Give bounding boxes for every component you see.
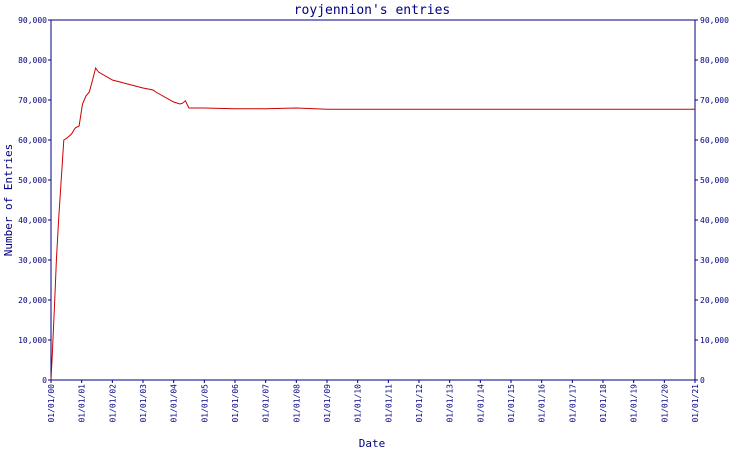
y-tick-label-left: 60,000 <box>18 136 47 145</box>
x-axis-label: Date <box>359 437 386 450</box>
x-axis: 01/01/00 01/01/01 01/01/02 01/01/03 01/01/04… <box>47 380 700 423</box>
y-tick-label-left: 70,000 <box>18 96 47 105</box>
x-tick-label: 01/01/15 <box>507 384 516 423</box>
y-axis-right: 0 10,000 20,000 30,000 40,000 50,000 60,000 70,… <box>695 16 729 385</box>
y-tick-label-left: 50,000 <box>18 176 47 185</box>
y-tick-label-right: 0 <box>700 376 705 385</box>
x-tick-label: 01/01/17 <box>568 384 577 423</box>
y-tick-label-right: 20,000 <box>700 296 729 305</box>
y-tick-label-right: 80,000 <box>700 56 729 65</box>
x-tick-label: 01/01/04 <box>170 384 179 423</box>
x-tick-label: 01/01/18 <box>599 384 608 423</box>
plot-frame <box>50 19 696 381</box>
x-tick-label: 01/01/07 <box>262 384 271 423</box>
x-tick-label: 01/01/05 <box>200 384 209 423</box>
x-tick-label: 01/01/14 <box>476 384 485 423</box>
y-tick-label-right: 40,000 <box>700 216 729 225</box>
y-tick-label-left: 0 <box>42 376 47 385</box>
y-tick-label-right: 30,000 <box>700 256 729 265</box>
y-tick-label-left: 20,000 <box>18 296 47 305</box>
x-tick-label: 01/01/13 <box>446 384 455 423</box>
x-tick-label: 01/01/09 <box>323 384 332 423</box>
y-axis-left: 0 10,000 20,000 30,000 40,000 50,000 60,000 70,… <box>18 16 51 385</box>
x-tick-label: 01/01/11 <box>384 384 393 423</box>
x-tick-label: 01/01/12 <box>415 384 424 423</box>
x-tick-label: 01/01/03 <box>139 384 148 423</box>
x-tick-label: 01/01/20 <box>660 384 669 423</box>
series-line <box>50 66 695 381</box>
y-tick-label-right: 50,000 <box>700 176 729 185</box>
x-tick-label: 01/01/06 <box>231 384 240 423</box>
y-tick-label-right: 60,000 <box>700 136 729 145</box>
y-tick-label-right: 10,000 <box>700 336 729 345</box>
x-tick-label: 01/01/08 <box>292 384 301 423</box>
y-tick-label-right: 90,000 <box>700 16 729 25</box>
y-tick-label-left: 80,000 <box>18 56 47 65</box>
chart-title: royjennion's entries <box>294 3 451 18</box>
y-tick-label-right: 70,000 <box>700 96 729 105</box>
y-tick-label-left: 10,000 <box>18 336 47 345</box>
y-tick-label-left: 30,000 <box>18 256 47 265</box>
y-tick-label-left: 40,000 <box>18 216 47 225</box>
x-tick-label: 01/01/10 <box>354 384 363 423</box>
x-tick-label: 01/01/21 <box>691 384 700 423</box>
x-tick-label: 01/01/00 <box>47 384 56 423</box>
y-tick-label-left: 90,000 <box>18 16 47 25</box>
x-tick-label: 01/01/16 <box>538 384 547 423</box>
x-tick-label: 01/01/02 <box>108 384 117 423</box>
y-axis-label: Number of Entries <box>2 144 15 257</box>
x-tick-label: 01/01/19 <box>630 384 639 423</box>
x-tick-label: 01/01/01 <box>78 384 87 423</box>
